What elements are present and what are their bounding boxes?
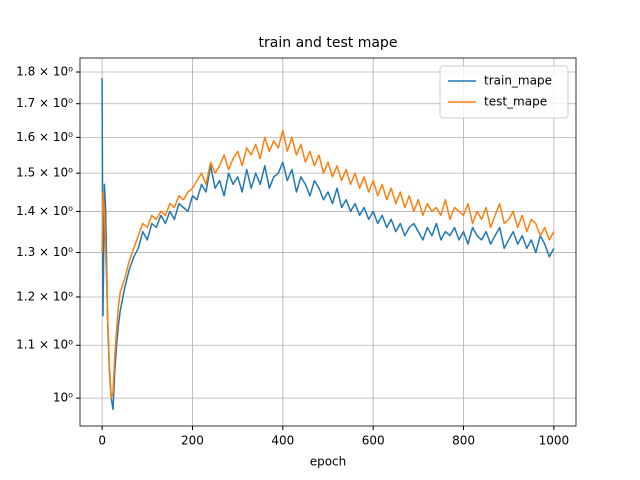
data-line — [101, 78, 555, 411]
legend-label: train_mape — [484, 74, 552, 88]
x-tick-label: 800 — [452, 434, 475, 448]
legend-label: test_mape — [484, 95, 547, 109]
y-tick-label: 1.2 × 10⁰ — [16, 289, 73, 303]
y-tick-label: 1.3 × 10⁰ — [16, 245, 73, 259]
data-line — [101, 129, 555, 399]
y-tick-label: 1.1 × 10⁰ — [16, 338, 73, 352]
x-tick-label: 400 — [271, 434, 294, 448]
y-tick-label: 1.5 × 10⁰ — [16, 166, 73, 180]
x-tick-label: 200 — [181, 434, 204, 448]
x-tick-label: 600 — [362, 434, 385, 448]
x-axis-label: epoch — [310, 455, 347, 469]
y-tick-label: 1.4 × 10⁰ — [16, 204, 73, 218]
x-tick-label: 1000 — [539, 434, 570, 448]
y-tick-label: 1.7 × 10⁰ — [16, 96, 73, 110]
legend-box — [439, 65, 569, 119]
y-tick-label: 10⁰ — [53, 391, 73, 405]
x-tick-label: 0 — [98, 434, 106, 448]
y-tick-label: 1.6 × 10⁰ — [16, 130, 73, 144]
chart-title: train and test mape — [259, 35, 398, 51]
y-tick-label: 1.8 × 10⁰ — [16, 65, 73, 79]
axes-frame — [79, 57, 577, 427]
